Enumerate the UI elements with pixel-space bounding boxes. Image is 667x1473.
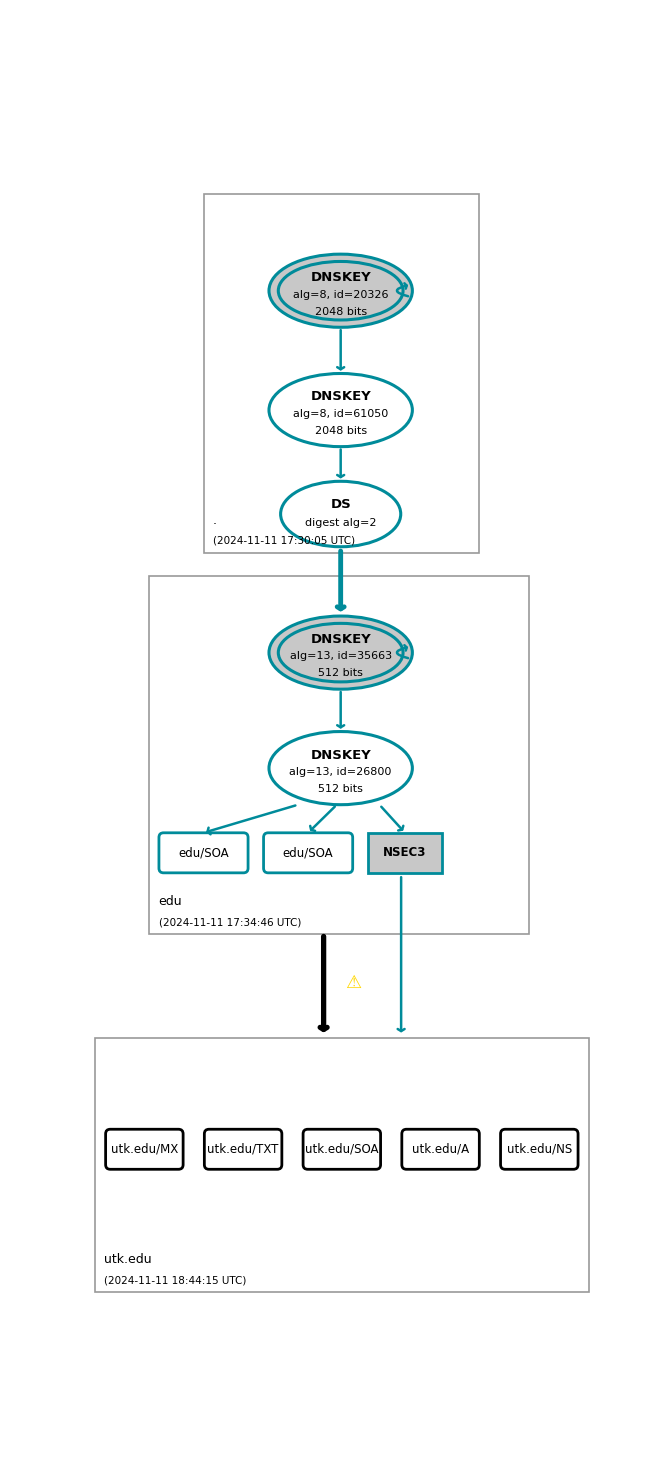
- Text: 512 bits: 512 bits: [318, 784, 363, 794]
- Text: utk.edu/MX: utk.edu/MX: [111, 1143, 178, 1156]
- Ellipse shape: [269, 732, 412, 804]
- Text: edu/SOA: edu/SOA: [178, 847, 229, 859]
- Text: NSEC3: NSEC3: [384, 847, 427, 859]
- Text: (2024-11-11 18:44:15 UTC): (2024-11-11 18:44:15 UTC): [104, 1276, 247, 1284]
- Text: 2048 bits: 2048 bits: [315, 306, 367, 317]
- Ellipse shape: [281, 482, 401, 546]
- Bar: [203, 194, 479, 552]
- Text: 2048 bits: 2048 bits: [315, 426, 367, 436]
- Text: DNSKEY: DNSKEY: [310, 390, 371, 404]
- Ellipse shape: [269, 255, 412, 327]
- Text: utk.edu/A: utk.edu/A: [412, 1143, 469, 1156]
- Text: DS: DS: [330, 498, 351, 511]
- Text: alg=13, id=35663: alg=13, id=35663: [289, 651, 392, 661]
- Bar: [149, 576, 529, 934]
- FancyBboxPatch shape: [402, 1130, 480, 1170]
- FancyBboxPatch shape: [263, 832, 353, 873]
- Text: utk.edu/TXT: utk.edu/TXT: [207, 1143, 279, 1156]
- Text: (2024-11-11 17:34:46 UTC): (2024-11-11 17:34:46 UTC): [159, 918, 301, 927]
- Bar: [368, 832, 442, 873]
- Text: DNSKEY: DNSKEY: [310, 748, 371, 762]
- Text: (2024-11-11 17:30:05 UTC): (2024-11-11 17:30:05 UTC): [213, 536, 355, 546]
- Text: DNSKEY: DNSKEY: [310, 633, 371, 647]
- Text: DNSKEY: DNSKEY: [310, 271, 371, 284]
- Text: utk.edu/SOA: utk.edu/SOA: [305, 1143, 379, 1156]
- Text: alg=13, id=26800: alg=13, id=26800: [289, 767, 392, 776]
- FancyBboxPatch shape: [105, 1130, 183, 1170]
- Text: edu: edu: [159, 894, 182, 907]
- Text: alg=8, id=20326: alg=8, id=20326: [293, 290, 388, 299]
- Text: 512 bits: 512 bits: [318, 669, 363, 679]
- FancyBboxPatch shape: [500, 1130, 578, 1170]
- Text: ⚠: ⚠: [345, 974, 361, 991]
- Ellipse shape: [269, 616, 412, 689]
- Text: utk.edu/NS: utk.edu/NS: [507, 1143, 572, 1156]
- Text: .: .: [213, 514, 217, 527]
- Text: utk.edu: utk.edu: [104, 1254, 152, 1265]
- Bar: [95, 1037, 589, 1292]
- Text: edu/SOA: edu/SOA: [283, 847, 334, 859]
- FancyBboxPatch shape: [159, 832, 248, 873]
- Text: digest alg=2: digest alg=2: [305, 518, 376, 529]
- Ellipse shape: [278, 262, 403, 320]
- Ellipse shape: [269, 374, 412, 446]
- Ellipse shape: [278, 623, 403, 682]
- Text: alg=8, id=61050: alg=8, id=61050: [293, 409, 388, 418]
- FancyBboxPatch shape: [204, 1130, 282, 1170]
- FancyBboxPatch shape: [303, 1130, 381, 1170]
